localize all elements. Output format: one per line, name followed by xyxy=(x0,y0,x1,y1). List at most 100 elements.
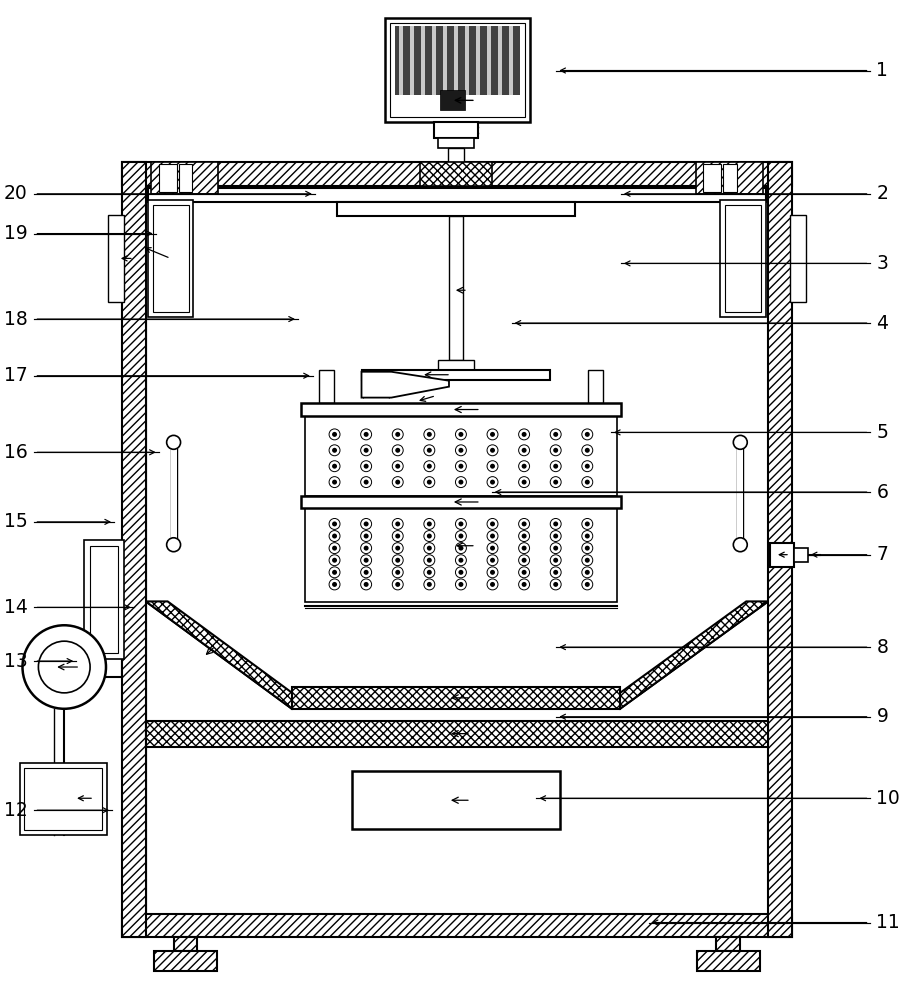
Bar xyxy=(25,768,102,830)
Circle shape xyxy=(553,448,558,453)
Circle shape xyxy=(392,461,403,472)
Circle shape xyxy=(395,546,400,551)
Circle shape xyxy=(734,435,747,449)
Bar xyxy=(19,763,107,835)
Text: 3: 3 xyxy=(876,254,888,273)
Circle shape xyxy=(364,432,369,437)
Circle shape xyxy=(490,582,495,587)
Circle shape xyxy=(553,521,558,526)
Circle shape xyxy=(459,570,463,575)
Circle shape xyxy=(456,579,467,590)
Circle shape xyxy=(585,521,590,526)
Text: 17: 17 xyxy=(4,366,27,385)
Circle shape xyxy=(550,579,561,590)
Circle shape xyxy=(582,579,593,590)
Circle shape xyxy=(487,531,498,542)
Bar xyxy=(443,26,447,95)
Circle shape xyxy=(487,579,498,590)
Bar xyxy=(696,951,760,971)
Text: 8: 8 xyxy=(876,638,888,657)
Bar xyxy=(153,205,189,312)
Circle shape xyxy=(395,582,400,587)
Circle shape xyxy=(360,567,371,578)
Bar xyxy=(159,164,176,192)
Circle shape xyxy=(392,429,403,440)
Circle shape xyxy=(550,531,561,542)
Bar xyxy=(148,200,193,317)
Text: 11: 11 xyxy=(876,913,900,932)
Circle shape xyxy=(427,464,432,469)
Circle shape xyxy=(329,531,340,542)
Bar xyxy=(790,215,806,302)
Circle shape xyxy=(490,558,495,563)
Circle shape xyxy=(364,480,369,485)
Circle shape xyxy=(487,445,498,456)
Circle shape xyxy=(585,448,590,453)
Bar xyxy=(696,162,763,194)
Circle shape xyxy=(553,570,558,575)
Bar xyxy=(454,26,458,95)
Circle shape xyxy=(490,546,495,551)
Bar xyxy=(438,360,474,370)
Circle shape xyxy=(459,521,463,526)
Circle shape xyxy=(459,432,463,437)
Circle shape xyxy=(553,534,558,539)
Circle shape xyxy=(459,480,463,485)
Circle shape xyxy=(329,555,340,566)
Circle shape xyxy=(490,534,495,539)
Circle shape xyxy=(360,555,371,566)
Bar xyxy=(737,442,744,545)
Bar xyxy=(151,162,218,194)
Bar xyxy=(432,26,436,95)
Bar xyxy=(337,202,576,216)
Bar xyxy=(588,370,603,403)
Bar xyxy=(122,162,792,186)
Bar xyxy=(438,138,474,148)
Text: 18: 18 xyxy=(4,310,27,329)
Bar xyxy=(305,508,617,602)
Circle shape xyxy=(459,534,463,539)
Circle shape xyxy=(392,518,403,529)
Circle shape xyxy=(424,531,435,542)
Bar xyxy=(153,951,217,971)
Polygon shape xyxy=(361,372,449,398)
Circle shape xyxy=(360,543,371,554)
Circle shape xyxy=(518,445,529,456)
Circle shape xyxy=(490,464,495,469)
Circle shape xyxy=(427,521,432,526)
Bar xyxy=(716,937,740,951)
Circle shape xyxy=(360,477,371,488)
Bar xyxy=(487,26,490,95)
Circle shape xyxy=(23,625,106,709)
Bar xyxy=(90,546,118,653)
Circle shape xyxy=(553,546,558,551)
Circle shape xyxy=(518,477,529,488)
Circle shape xyxy=(329,429,340,440)
Bar xyxy=(724,164,737,192)
Text: 7: 7 xyxy=(876,545,888,564)
Circle shape xyxy=(487,518,498,529)
Circle shape xyxy=(329,567,340,578)
Circle shape xyxy=(456,555,467,566)
Bar xyxy=(301,496,621,508)
Circle shape xyxy=(364,546,369,551)
Circle shape xyxy=(364,558,369,563)
Circle shape xyxy=(550,518,561,529)
Circle shape xyxy=(521,570,527,575)
Circle shape xyxy=(424,518,435,529)
Bar xyxy=(448,148,464,162)
Bar xyxy=(498,26,502,95)
Circle shape xyxy=(490,480,495,485)
Bar xyxy=(704,164,721,192)
Circle shape xyxy=(550,567,561,578)
Circle shape xyxy=(424,555,435,566)
Circle shape xyxy=(364,570,369,575)
Circle shape xyxy=(553,480,558,485)
Circle shape xyxy=(424,567,435,578)
Circle shape xyxy=(395,448,400,453)
Circle shape xyxy=(364,582,369,587)
Circle shape xyxy=(487,429,498,440)
Bar xyxy=(148,188,766,202)
Bar xyxy=(725,205,761,312)
Circle shape xyxy=(329,518,340,529)
